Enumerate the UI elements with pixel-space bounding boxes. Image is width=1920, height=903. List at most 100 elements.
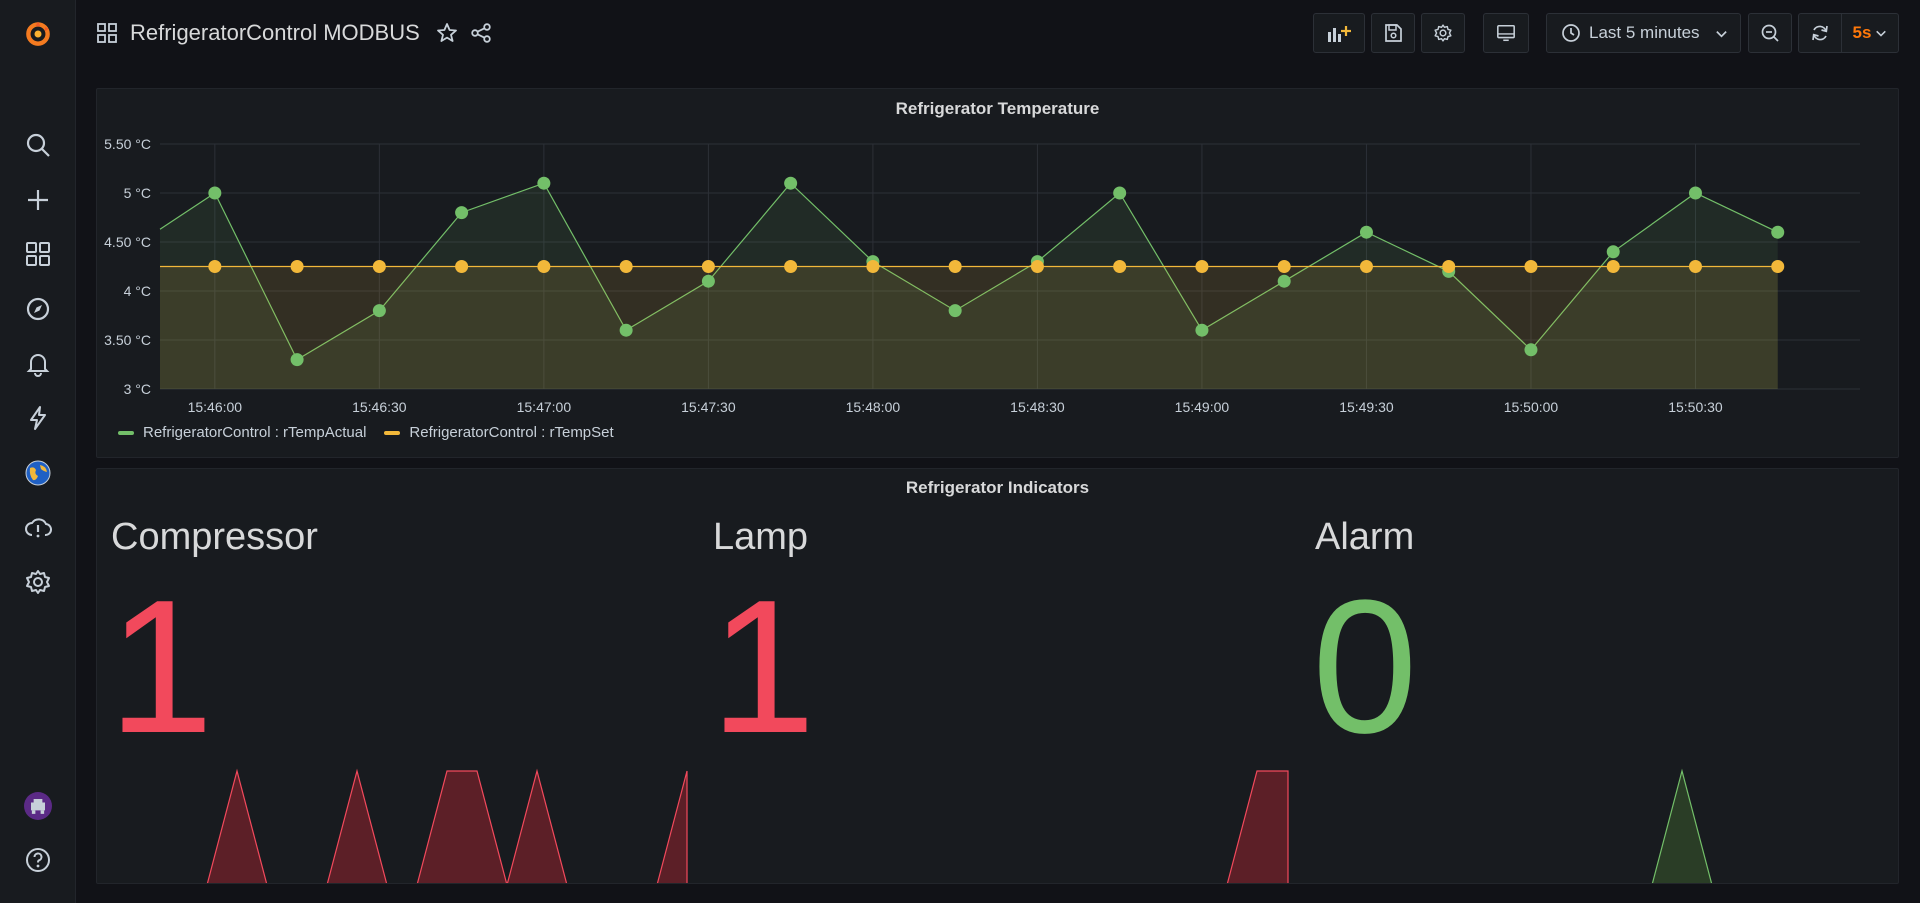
save-icon bbox=[1385, 24, 1402, 42]
data-point-set bbox=[1113, 260, 1127, 273]
panel-title[interactable]: Refrigerator Indicators bbox=[905, 478, 1090, 497]
legend-item-set[interactable]: RefrigeratorControl : rTempSet bbox=[384, 424, 614, 441]
data-point-set bbox=[1524, 260, 1538, 273]
grafana-logo-icon[interactable] bbox=[18, 14, 58, 54]
data-point-set bbox=[619, 260, 633, 273]
data-point-set bbox=[1277, 260, 1291, 273]
data-point-actual bbox=[1277, 274, 1291, 288]
panel-title[interactable]: Refrigerator Temperature bbox=[895, 99, 1100, 118]
gear-icon bbox=[1434, 24, 1452, 42]
cloud-alert-icon[interactable] bbox=[18, 508, 58, 548]
data-point-actual bbox=[1688, 186, 1702, 200]
add-panel-button[interactable] bbox=[1313, 13, 1365, 53]
data-point-actual bbox=[208, 186, 222, 200]
alerting-icon[interactable] bbox=[18, 343, 58, 383]
x-tick-label: 15:46:30 bbox=[352, 399, 407, 415]
search-icon[interactable] bbox=[18, 125, 58, 165]
data-point-set bbox=[784, 260, 798, 273]
dashboard-title-area: RefrigeratorControl MODBUS bbox=[96, 18, 492, 48]
x-tick-label: 15:50:00 bbox=[1504, 399, 1559, 415]
zoom-out-icon bbox=[1761, 24, 1779, 42]
stat-alarm-value: 0 bbox=[1312, 561, 1418, 773]
y-tick-label: 3 °C bbox=[124, 381, 151, 397]
compressor-sparkline bbox=[326, 768, 388, 883]
share-icon[interactable] bbox=[470, 22, 492, 44]
help-icon[interactable] bbox=[18, 840, 58, 880]
data-point-set bbox=[701, 260, 715, 273]
data-point-set bbox=[948, 260, 962, 273]
zoom-out-button[interactable] bbox=[1748, 13, 1792, 53]
data-point-set bbox=[537, 260, 551, 273]
star-icon[interactable] bbox=[436, 22, 458, 44]
data-point-set bbox=[1442, 260, 1456, 273]
y-tick-label: 5.50 °C bbox=[104, 136, 151, 152]
stat-lamp-name: Lamp bbox=[713, 516, 809, 558]
y-tick-label: 3.50 °C bbox=[104, 332, 151, 348]
data-point-set bbox=[208, 260, 222, 273]
stat-lamp-value: 1 bbox=[710, 561, 816, 773]
x-tick-label: 15:49:00 bbox=[1175, 399, 1230, 415]
data-point-set bbox=[1688, 260, 1702, 273]
plus-icon[interactable] bbox=[18, 180, 58, 220]
data-point-set bbox=[1359, 260, 1373, 273]
x-tick-label: 15:48:30 bbox=[1010, 399, 1065, 415]
gear-icon[interactable] bbox=[18, 562, 58, 602]
compressor-sparkline bbox=[506, 768, 568, 883]
topbar: RefrigeratorControl MODBUS Last 5 minute… bbox=[76, 0, 1920, 72]
data-point-set bbox=[1030, 260, 1044, 273]
user-avatar-icon[interactable] bbox=[18, 786, 58, 826]
legend-swatch bbox=[384, 430, 401, 435]
temperature-panel: Refrigerator Temperature bbox=[96, 88, 1899, 458]
x-tick-label: 15:50:30 bbox=[1668, 399, 1723, 415]
refresh-interval-picker[interactable]: 5s bbox=[1841, 13, 1899, 53]
dashboard-title[interactable]: RefrigeratorControl MODBUS bbox=[130, 20, 420, 45]
data-point-actual bbox=[1195, 323, 1209, 337]
data-point-actual bbox=[290, 353, 304, 367]
plugin-globe-icon[interactable] bbox=[18, 453, 58, 493]
data-point-actual bbox=[1359, 225, 1373, 239]
time-range-picker[interactable]: Last 5 minutes bbox=[1546, 13, 1741, 53]
compressor-sparkline bbox=[206, 768, 268, 883]
y-tick-label: 5 °C bbox=[124, 185, 151, 201]
explore-icon[interactable] bbox=[18, 289, 58, 329]
chart-legend: RefrigeratorControl : rTempActual Refrig… bbox=[118, 424, 614, 441]
compressor-sparkline bbox=[656, 770, 688, 883]
alarm-sparkline bbox=[1651, 768, 1713, 883]
data-point-set bbox=[455, 260, 469, 273]
compressor-sparkline bbox=[416, 770, 508, 883]
data-point-actual bbox=[1771, 225, 1785, 239]
stat-compressor-name: Compressor bbox=[111, 516, 318, 558]
data-point-actual bbox=[1524, 343, 1538, 357]
sidebar bbox=[0, 0, 76, 903]
refresh-interval-label: 5s bbox=[1852, 23, 1872, 42]
x-tick-label: 15:48:00 bbox=[846, 399, 901, 415]
dashboards-icon[interactable] bbox=[18, 234, 58, 274]
legend-item-actual[interactable]: RefrigeratorControl : rTempActual bbox=[118, 424, 366, 441]
x-tick-label: 15:49:30 bbox=[1339, 399, 1394, 415]
y-tick-label: 4 °C bbox=[124, 283, 151, 299]
temperature-chart: 3 °C 3.50 °C 4 °C 4.50 °C 5 °C 5.50 °C 15:46:0… bbox=[104, 136, 1860, 415]
lightning-icon[interactable] bbox=[18, 398, 58, 438]
indicators-panel: Refrigerator Indicators bbox=[96, 468, 1899, 884]
data-point-set bbox=[1771, 260, 1785, 273]
data-point-actual bbox=[537, 176, 551, 190]
data-point-actual bbox=[1113, 186, 1127, 200]
clock-icon bbox=[1562, 24, 1580, 42]
data-point-set bbox=[290, 260, 304, 273]
cycle-view-mode-button[interactable] bbox=[1483, 13, 1529, 53]
data-point-actual bbox=[619, 323, 633, 337]
time-range-label: Last 5 minutes bbox=[1589, 23, 1700, 42]
dashboard-settings-button[interactable] bbox=[1421, 13, 1465, 53]
series-area-actual bbox=[160, 183, 1778, 389]
legend-label: RefrigeratorControl : rTempActual bbox=[143, 424, 367, 441]
refresh-button[interactable] bbox=[1798, 13, 1842, 53]
refresh-icon bbox=[1812, 25, 1828, 41]
data-point-set bbox=[1195, 260, 1209, 273]
save-dashboard-button[interactable] bbox=[1371, 13, 1415, 53]
lamp-sparkline bbox=[1226, 770, 1289, 883]
stat-alarm-name: Alarm bbox=[1315, 516, 1415, 558]
data-point-set bbox=[866, 260, 880, 273]
data-point-actual bbox=[701, 274, 715, 288]
chevron-down-icon bbox=[1716, 30, 1727, 37]
monitor-icon bbox=[1497, 24, 1515, 42]
